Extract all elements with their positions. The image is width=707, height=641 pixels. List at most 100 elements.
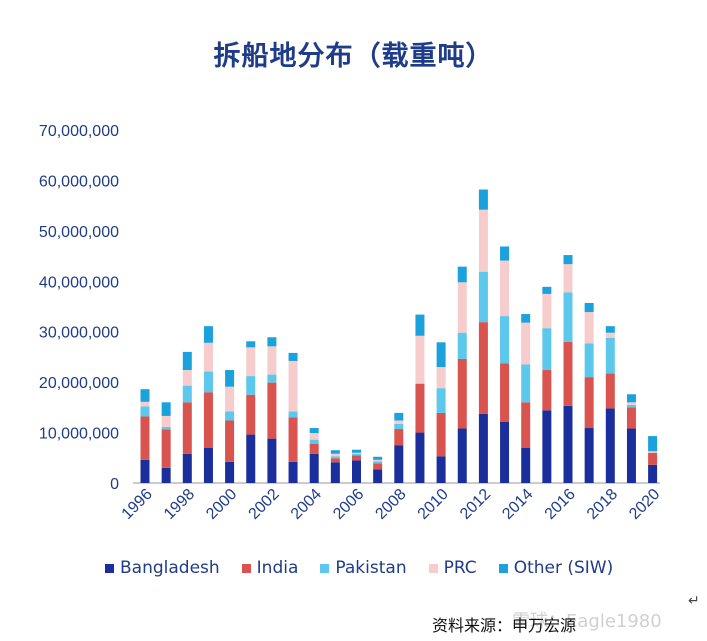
bar-segment-bangladesh-2009 <box>415 432 425 483</box>
bar-segment-pakistan-2005 <box>330 456 340 459</box>
bar-segment-prc-2014 <box>521 322 531 365</box>
x-tick-label: 1996 <box>119 486 156 523</box>
bar-segment-bangladesh-2014 <box>521 447 531 483</box>
bar-segment-pakistan-2013 <box>500 316 510 364</box>
bar-segment-pakistan-2018 <box>605 337 615 374</box>
bar-segment-prc-2016 <box>563 264 573 293</box>
return-mark-icon: ↵ <box>688 593 700 609</box>
bar-segment-bangladesh-1996 <box>140 459 150 483</box>
bar-segment-bangladesh-2008 <box>394 445 404 483</box>
bar-segment-other-siw-2015 <box>542 286 552 294</box>
y-tick-label: 30,000,000 <box>39 325 119 342</box>
bar-segment-india-2003 <box>288 417 298 462</box>
bar-segment-other-siw-1997 <box>161 402 171 416</box>
bar-segment-bangladesh-2002 <box>267 438 277 483</box>
bar-segment-pakistan-2017 <box>584 343 594 378</box>
bar-segment-prc-2017 <box>584 312 594 344</box>
legend-label: Pakistan <box>335 558 407 578</box>
bar-segment-pakistan-1999 <box>203 371 213 393</box>
bar-segment-other-siw-2003 <box>288 352 298 361</box>
bar-segment-pakistan-2011 <box>457 332 467 359</box>
bar-segment-india-1996 <box>140 416 150 460</box>
x-tick-label: 2006 <box>330 486 367 523</box>
x-tick-label: 2002 <box>246 486 283 523</box>
bar-segment-prc-2015 <box>542 293 552 329</box>
bar-segment-pakistan-2014 <box>521 364 531 403</box>
x-tick-label: 2020 <box>626 486 663 523</box>
bar-segment-india-1999 <box>203 392 213 448</box>
bar-segment-other-siw-2001 <box>246 341 256 348</box>
bar-segment-bangladesh-2016 <box>563 405 573 483</box>
legend-item: Bangladesh <box>105 558 220 578</box>
bar-segment-prc-2013 <box>500 260 510 317</box>
bar-segment-other-siw-2011 <box>457 266 467 283</box>
bar-segment-india-2002 <box>267 382 277 439</box>
bar-segment-india-2015 <box>542 370 552 411</box>
x-tick-label: 2010 <box>415 486 452 523</box>
bar-segment-other-siw-1999 <box>203 326 213 343</box>
legend-swatch <box>498 563 508 573</box>
legend-swatch <box>428 563 438 573</box>
legend-item: Pakistan <box>320 558 407 578</box>
bar-segment-other-siw-2008 <box>394 412 404 421</box>
y-tick-label: 0 <box>110 476 119 493</box>
bar-segment-other-siw-2018 <box>605 326 615 333</box>
source-note: 资料来源：申万宏源 <box>432 616 577 635</box>
bar-segment-india-1997 <box>161 429 171 468</box>
bar-segment-pakistan-2001 <box>246 376 256 395</box>
bar-segment-bangladesh-2004 <box>309 453 319 483</box>
bar-segment-pakistan-2016 <box>563 292 573 342</box>
x-tick-label: 2016 <box>542 486 579 523</box>
bar-segment-pakistan-2010 <box>436 388 446 413</box>
bar-segment-india-2020 <box>648 452 658 465</box>
y-tick-label: 10,000,000 <box>39 426 119 443</box>
bar-segment-bangladesh-2015 <box>542 410 552 483</box>
x-tick-label: 1998 <box>161 486 198 523</box>
bar-segment-india-2004 <box>309 443 319 454</box>
bar-segment-bangladesh-2019 <box>626 428 636 483</box>
bar-segment-india-2000 <box>225 420 235 462</box>
bar-segment-prc-1996 <box>140 401 150 407</box>
bar-segment-prc-2012 <box>478 209 488 272</box>
bar-segment-india-2013 <box>500 363 510 422</box>
bar-segment-prc-2009 <box>415 335 425 384</box>
legend-label: Bangladesh <box>120 558 220 578</box>
legend-item: PRC <box>428 558 477 578</box>
bar-segment-prc-2005 <box>330 453 340 457</box>
bar-segment-bangladesh-2020 <box>648 464 658 483</box>
bar-segment-other-siw-2020 <box>648 436 658 452</box>
bar-segment-other-siw-2000 <box>225 370 235 387</box>
bar-segment-pakistan-2004 <box>309 439 319 444</box>
bar-segment-prc-2002 <box>267 346 277 375</box>
bar-segment-other-siw-1998 <box>182 351 192 371</box>
bar-segment-other-siw-2005 <box>330 450 340 454</box>
bar-segment-bangladesh-2006 <box>352 460 361 483</box>
x-tick-label: 2008 <box>372 486 409 523</box>
bar-segment-other-siw-2012 <box>478 189 488 210</box>
bar-segment-india-2008 <box>394 429 404 446</box>
bar-segment-pakistan-2012 <box>478 271 488 323</box>
bar-segment-other-siw-2004 <box>309 428 319 434</box>
bar-segment-other-siw-2006 <box>352 449 361 453</box>
x-tick-label: 2018 <box>584 486 621 523</box>
legend: Bangladesh India Pakistan PRC Other (SIW) <box>105 558 613 578</box>
legend-swatch <box>320 563 330 573</box>
legend-item: India <box>241 558 298 578</box>
chart-title: 拆船地分布（载重吨） <box>213 41 494 72</box>
y-tick-label: 20,000,000 <box>39 375 119 392</box>
legend-item: Other (SIW) <box>498 558 613 578</box>
bar-segment-bangladesh-2011 <box>457 428 467 483</box>
bar-segment-other-siw-2017 <box>584 302 594 313</box>
legend-swatch <box>105 563 114 573</box>
bar-segment-bangladesh-2003 <box>288 461 298 483</box>
bar-segment-prc-2010 <box>436 367 446 389</box>
bar-segment-bangladesh-1998 <box>182 453 192 483</box>
bar-segment-pakistan-1997 <box>161 427 171 430</box>
bar-segment-india-1998 <box>182 402 192 454</box>
y-tick-label: 70,000,000 <box>39 123 119 140</box>
bar-segment-prc-2006 <box>352 452 361 454</box>
bar-segment-bangladesh-1999 <box>203 447 213 483</box>
bar-segment-other-siw-2010 <box>436 342 446 368</box>
bar-segment-bangladesh-2007 <box>373 469 383 483</box>
